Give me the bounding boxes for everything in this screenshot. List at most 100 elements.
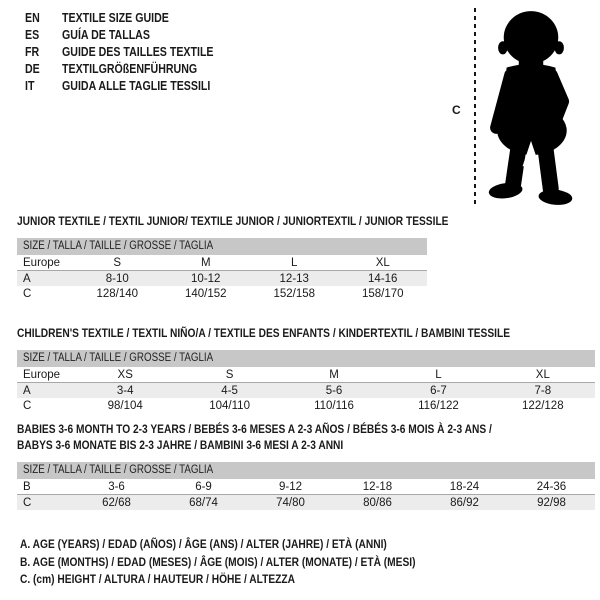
footnotes: A. AGE (YEARS) / EDAD (AÑOS) / ÂGE (ANS)… — [20, 536, 485, 589]
row-cell: 18-24 — [449, 480, 480, 493]
row-cell: S — [225, 368, 234, 381]
height-measure-label: C — [452, 103, 461, 117]
row-cell: 92/98 — [537, 496, 566, 509]
table-title-text: CHILDREN'S TEXTILE / TEXTIL NIÑO/A / TEX… — [17, 326, 511, 340]
row-cell: 128/140 — [96, 287, 139, 300]
size-header-text: SIZE / TALLA / TAILLE / GRÖSSE / TAGLIA — [23, 240, 214, 252]
row-cell: M — [200, 256, 211, 269]
footnote-line: A. AGE (YEARS) / EDAD (AÑOS) / ÂGE (ANS)… — [20, 536, 485, 554]
title-gap — [17, 341, 595, 350]
table-row: C 98/104 104/110 110/116 116/122 122/128 — [17, 398, 595, 413]
title-gap — [17, 229, 427, 238]
row-cell: XL — [535, 368, 550, 381]
row-cell: 80/86 — [363, 496, 392, 509]
footnote-line: C. (cm) HEIGHT / ALTURA / HAUTEUR / HÖHE… — [20, 571, 485, 589]
row-cell: 12-18 — [362, 480, 393, 493]
size-header-text: SIZE / TALLA / TAILLE / GRÖSSE / TAGLIA — [23, 464, 214, 476]
language-label-text: GUIDE DES TAILLES TEXTILE — [62, 44, 214, 59]
row-cell: 8-10 — [105, 272, 129, 285]
baby-silhouette-image — [488, 11, 573, 205]
language-label: TEXTILE SIZE GUIDE — [62, 11, 188, 25]
size-header-text: SIZE / TALLA / TAILLE / GRÖSSE / TAGLIA — [23, 352, 214, 364]
table-row: A 8-10 10-12 12-13 14-16 — [17, 271, 427, 286]
title-gap — [17, 453, 595, 462]
footnote-text: C. (cm) HEIGHT / ALTURA / HAUTEUR / HÖHE… — [20, 572, 296, 586]
table-title: BABYS 3-6 MONATE BIS 2-3 JAHRE / BAMBINI… — [17, 437, 595, 453]
table-title: CHILDREN'S TEXTILE / TEXTIL NIÑO/A / TEX… — [17, 325, 595, 341]
language-label: GUÍA DE TALLAS — [62, 28, 165, 42]
row-label: C — [23, 399, 32, 412]
language-code-text: ES — [25, 27, 40, 42]
size-header-bar: SIZE / TALLA / TAILLE / GRÖSSE / TAGLIA — [17, 350, 595, 367]
row-label: C — [23, 287, 32, 300]
row-label: Europe — [23, 368, 61, 381]
table-title: BABIES 3-6 MONTH TO 2-3 YEARS / BEBÉS 3-… — [17, 421, 595, 437]
size-table-babies: BABIES 3-6 MONTH TO 2-3 YEARS / BEBÉS 3-… — [17, 421, 595, 510]
size-table-junior: JUNIOR TEXTILE / TEXTIL JUNIOR/ TEXTILE … — [17, 213, 448, 301]
row-label: Europe — [23, 256, 61, 269]
row-cell: L — [435, 368, 442, 381]
language-label-text: TEXTILE SIZE GUIDE — [62, 10, 169, 25]
footnote-text: A. AGE (YEARS) / EDAD (AÑOS) / ÂGE (ANS)… — [20, 537, 387, 551]
row-cell: 68/74 — [189, 496, 218, 509]
row-cell: 9-12 — [278, 480, 303, 493]
row-cell: 6-9 — [195, 480, 212, 493]
row-cell: 152/158 — [273, 287, 316, 300]
row-label: B — [23, 480, 31, 493]
size-table-children: CHILDREN'S TEXTILE / TEXTIL NIÑO/A / TEX… — [17, 325, 595, 413]
language-code: DE — [25, 62, 62, 76]
row-cell: 12-13 — [279, 272, 309, 285]
language-label: GUIDA ALLE TAGLIE TESSILI — [62, 79, 237, 93]
table-row: C 62/68 68/74 74/80 80/86 86/92 92/98 — [17, 495, 595, 510]
row-cell: 116/122 — [418, 399, 459, 412]
language-code: IT — [25, 79, 62, 93]
row-label: C — [23, 496, 32, 509]
footnote-text: B. AGE (MONTHS) / EDAD (MESES) / ÂGE (MO… — [20, 554, 416, 569]
language-code-text: DE — [25, 61, 40, 76]
language-label-text: TEXTILGRÖßENFÜHRUNG — [62, 61, 198, 76]
row-cell: M — [329, 368, 339, 381]
row-cell: 86/92 — [450, 496, 479, 509]
language-label-text: GUÍA DE TALLAS — [62, 27, 150, 42]
footnote-line: B. AGE (MONTHS) / EDAD (MESES) / ÂGE (MO… — [20, 554, 485, 572]
table-row: B 3-6 6-9 9-12 12-18 18-24 24-36 — [17, 479, 595, 495]
row-cell: XL — [375, 256, 390, 269]
row-cell: 98/104 — [107, 399, 143, 412]
language-code-text: IT — [25, 78, 35, 93]
language-list: EN TEXTILE SIZE GUIDE ES GUÍA DE TALLAS FR GU… — [25, 9, 240, 94]
table-row: Europe XS S M L XL — [17, 367, 595, 383]
language-code: ES — [25, 28, 62, 42]
table-row: Europe S M L XL — [17, 255, 427, 271]
row-cell: 4-5 — [221, 384, 238, 397]
table-title-text: JUNIOR TEXTILE / TEXTIL JUNIOR/ TEXTILE … — [17, 214, 449, 228]
row-cell: 10-12 — [191, 272, 221, 285]
language-label: TEXTILGRÖßENFÜHRUNG — [62, 62, 221, 76]
row-label: A — [23, 272, 31, 285]
language-row: EN TEXTILE SIZE GUIDE — [25, 9, 240, 26]
language-code: EN — [25, 11, 62, 25]
language-row: FR GUIDE DES TAILLES TEXTILE — [25, 43, 240, 60]
row-label: A — [23, 384, 31, 397]
row-cell: S — [113, 256, 122, 269]
row-cell: 24-36 — [536, 480, 567, 493]
height-measure-dashed-line — [474, 8, 476, 207]
language-code: FR — [25, 45, 62, 59]
language-row: DE TEXTILGRÖßENFÜHRUNG — [25, 60, 240, 77]
size-header-bar: SIZE / TALLA / TAILLE / GRÖSSE / TAGLIA — [17, 238, 427, 255]
row-cell: 140/152 — [184, 287, 227, 300]
row-cell: 122/128 — [522, 399, 564, 412]
row-cell: 158/170 — [361, 287, 404, 300]
row-cell: 5-6 — [325, 384, 343, 397]
language-code-text: FR — [25, 44, 40, 59]
table-title-text: BABIES 3-6 MONTH TO 2-3 YEARS / BEBÉS 3-… — [17, 422, 492, 436]
row-cell: L — [291, 256, 298, 269]
size-header-bar: SIZE / TALLA / TAILLE / GRÖSSE / TAGLIA — [17, 462, 595, 479]
row-cell: 14-16 — [368, 272, 398, 285]
row-cell: 62/68 — [102, 496, 131, 509]
language-row: IT GUIDA ALLE TAGLIE TESSILI — [25, 77, 240, 94]
row-cell: 3-4 — [116, 384, 134, 397]
language-code-text: EN — [25, 10, 40, 25]
row-cell: 3-6 — [108, 480, 125, 493]
language-label: GUIDE DES TAILLES TEXTILE — [62, 45, 240, 59]
